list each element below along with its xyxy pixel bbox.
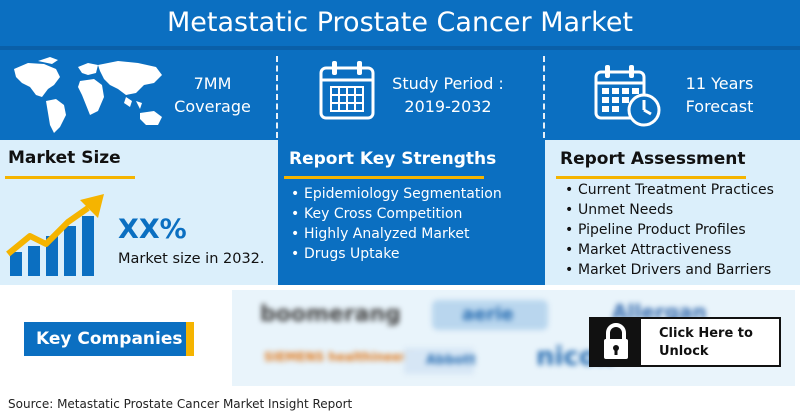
assessment-title: Report Assessment (560, 149, 746, 169)
market-size-title: Market Size (8, 148, 121, 168)
list-item: Market Drivers and Barriers (562, 260, 774, 280)
list-item: Key Cross Competition (288, 204, 502, 224)
title-underline (5, 176, 135, 179)
list-item: Pipeline Product Profiles (562, 220, 774, 240)
calendar-clock-icon (594, 65, 661, 127)
source-note: Source: Metastatic Prostate Cancer Marke… (8, 397, 353, 411)
unlock-label[interactable]: Click Here to Unlock (659, 326, 753, 359)
lock-icon[interactable] (601, 323, 631, 361)
key-strengths-title: Report Key Strengths (289, 149, 497, 169)
key-companies-label: Key Companies (36, 329, 183, 349)
company-logo: Abbott (404, 348, 476, 374)
key-companies-banner (24, 322, 192, 356)
title-underline (556, 176, 746, 179)
key-strengths-list: Epidemiology Segmentation Key Cross Comp… (288, 184, 502, 264)
market-size-caption: Market size in 2032. (118, 251, 265, 267)
study-period-text: Study Period : 2019-2032 (392, 74, 504, 116)
world-map-icon (14, 57, 162, 133)
calendar-icon (319, 61, 375, 120)
market-size-value: XX% (118, 214, 187, 245)
banner-accent (186, 322, 194, 356)
list-item: Highly Analyzed Market (288, 224, 502, 244)
company-logo: boomerang (260, 302, 401, 327)
list-item: Drugs Uptake (288, 244, 502, 264)
list-item: Current Treatment Practices (562, 180, 774, 200)
divider (543, 56, 545, 138)
assessment-list: Current Treatment Practices Unmet Needs … (562, 180, 774, 280)
forecast-text: 11 Years Forecast (685, 74, 754, 116)
page-title: Metastatic Prostate Cancer Market (166, 7, 634, 38)
growth-chart-icon (6, 194, 104, 276)
divider (276, 56, 278, 138)
list-item: Market Attractiveness (562, 240, 774, 260)
header-banner (0, 0, 800, 50)
coverage-text: 7MM Coverage (174, 74, 251, 116)
list-item: Unmet Needs (562, 200, 774, 220)
header-divider (0, 46, 800, 50)
title-underline (284, 176, 484, 179)
company-logo: aerie (432, 300, 548, 330)
company-logo: SIEMENS healthineers (264, 350, 414, 364)
list-item: Epidemiology Segmentation (288, 184, 502, 204)
